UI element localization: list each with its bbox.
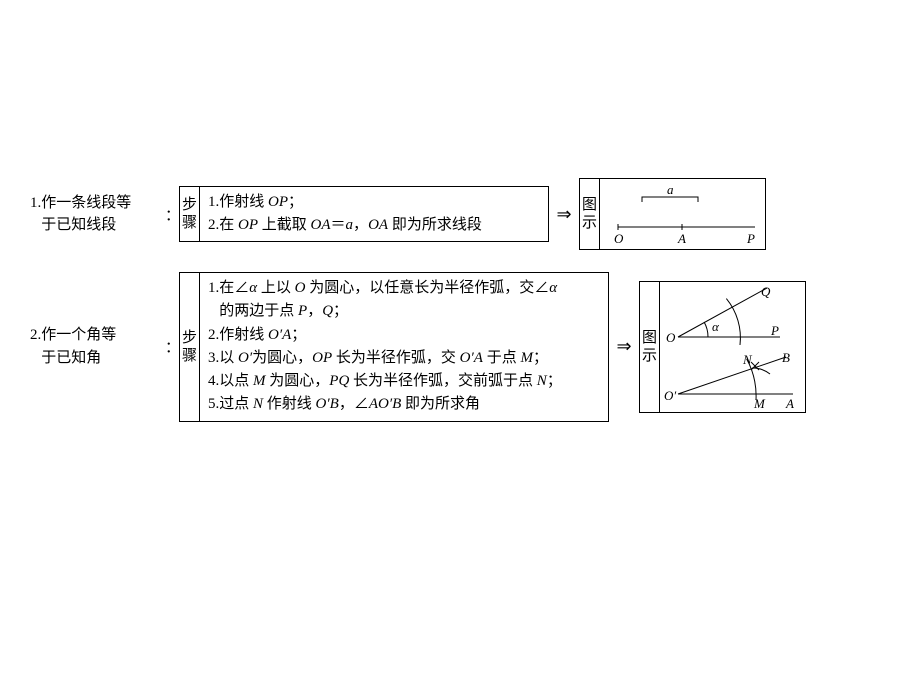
item1-arrow: ⇒ [549, 204, 579, 225]
item2-step4: 4.以点 M 为圆心，PQ 长为半径作弧，交前弧于点 N； [208, 370, 562, 393]
item2-figure-box: 图 示 α O P Q O′ A M B N [639, 281, 806, 413]
item2-figure: α O P Q O′ A M B N [660, 282, 805, 412]
item1-step2: 2.在 OP 上截取 OA＝a，OA 即为所求线段 [208, 214, 482, 237]
construction-item-1: 1.作一条线段等 1.于已知线段 ： 步 骤 1.作射线 OP； 2.在 OP … [30, 178, 890, 250]
svg-text:B: B [782, 350, 790, 365]
item2-step5: 5.过点 N 作射线 O′B，∠AO′B 即为所求角 [208, 393, 562, 416]
svg-text:A: A [677, 231, 686, 246]
svg-text:O: O [666, 330, 676, 345]
construction-item-2: 2.作一个角等 2.于已知角 ： 步 骤 1.在∠α 上以 O 为圆心，以任意长… [30, 272, 890, 422]
item1-number: 1. [30, 195, 41, 211]
item2-fig-label: 图 示 [640, 282, 660, 412]
item2-step1: 1.在∠α 上以 O 为圆心，以任意长为半径作弧，交∠α [208, 277, 562, 300]
item2-steps-box: 步 骤 1.在∠α 上以 O 为圆心，以任意长为半径作弧，交∠α 的两边于点 P… [179, 272, 609, 422]
svg-text:Q: Q [761, 284, 771, 299]
item2-steps-content: 1.在∠α 上以 O 为圆心，以任意长为半径作弧，交∠α 的两边于点 P，Q； … [200, 273, 570, 421]
svg-text:α: α [712, 319, 720, 334]
svg-text:A: A [785, 396, 794, 411]
item2-number: 2. [30, 327, 41, 343]
svg-text:N: N [742, 352, 753, 367]
item1-colon: ： [165, 204, 179, 225]
svg-text:a: a [667, 182, 674, 197]
item1-step1: 1.作射线 OP； [208, 191, 482, 214]
item1-title: 1.作一条线段等 1.于已知线段 [30, 192, 165, 237]
item1-title-l2: 于已知线段 [41, 217, 116, 233]
item1-figure-box: 图 示 a O A P [579, 178, 766, 250]
svg-text:P: P [770, 323, 779, 338]
item2-colon: ： [165, 336, 179, 357]
svg-text:O′: O′ [664, 388, 676, 403]
item1-title-l1: 作一条线段等 [41, 195, 131, 211]
item1-steps-label: 步 骤 [180, 187, 200, 242]
svg-text:P: P [746, 231, 755, 246]
item2-title-l1: 作一个角等 [41, 327, 116, 343]
item1-steps-content: 1.作射线 OP； 2.在 OP 上截取 OA＝a，OA 即为所求线段 [200, 187, 490, 242]
item2-arrow: ⇒ [609, 336, 639, 357]
svg-text:O: O [614, 231, 624, 246]
item1-fig-label: 图 示 [580, 179, 600, 249]
item2-title: 2.作一个角等 2.于已知角 [30, 324, 165, 369]
svg-text:M: M [753, 396, 766, 411]
item2-step3: 3.以 O′为圆心，OP 长为半径作弧，交 O′A 于点 M； [208, 347, 562, 370]
item2-step1b: 的两边于点 P，Q； [208, 300, 562, 323]
item2-step2: 2.作射线 O′A； [208, 324, 562, 347]
item2-title-l2: 于已知角 [41, 350, 101, 366]
item2-steps-label: 步 骤 [180, 273, 200, 421]
item1-figure: a O A P [600, 179, 765, 249]
item1-steps-box: 步 骤 1.作射线 OP； 2.在 OP 上截取 OA＝a，OA 即为所求线段 [179, 186, 549, 243]
